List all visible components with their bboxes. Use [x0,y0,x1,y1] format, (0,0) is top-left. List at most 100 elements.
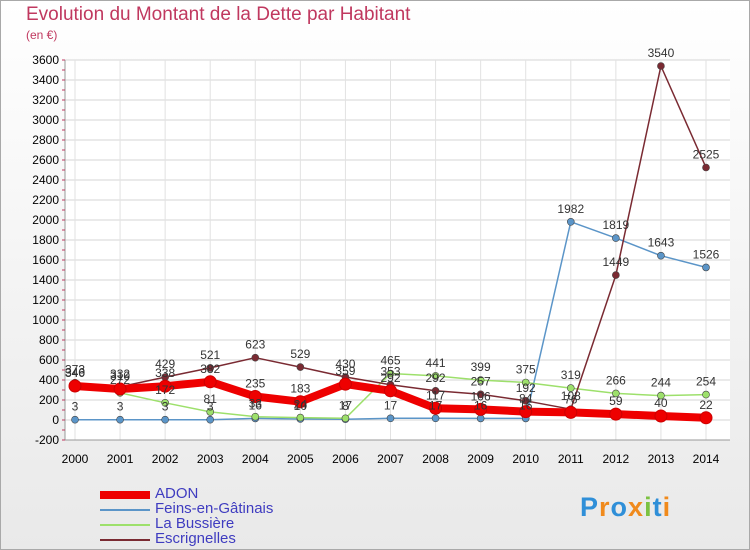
data-label: 16 [474,398,488,412]
y-tick-label: 1000 [32,313,59,327]
y-tick-label: 1400 [32,273,59,287]
data-label: 3 [207,400,214,414]
data-label: 108 [561,389,581,403]
data-label: 2525 [693,148,720,162]
data-label: 353 [380,365,400,379]
data-label: 623 [245,338,265,352]
data-point [474,402,488,416]
legend-label: Escrignelles [155,530,236,547]
x-tick-label: 2003 [197,452,224,466]
data-label: 24 [294,398,308,412]
data-label: 1982 [557,202,584,216]
data-label: 17 [429,398,443,412]
unit-label: (en €) [26,28,58,42]
data-point [521,378,530,387]
y-tick-label: 2000 [32,213,59,227]
data-point [203,375,217,389]
data-label: 1819 [603,218,630,232]
data-label: 266 [606,373,626,387]
data-label: 59 [609,394,623,408]
data-point [296,413,305,422]
data-label: 10 [294,399,308,413]
data-label: 346 [65,365,85,379]
data-label: 382 [200,362,220,376]
y-tick-label: 2600 [32,153,59,167]
data-label: 40 [654,396,668,410]
x-tick-label: 2004 [242,452,269,466]
data-label: 465 [380,354,400,368]
data-label: 429 [155,357,175,371]
y-tick-label: 1600 [32,253,59,267]
data-point [113,382,127,396]
data-point [116,415,124,424]
data-label: 235 [245,377,265,391]
y-tick-label: 3400 [32,73,59,87]
data-point [521,396,530,405]
data-point [612,234,620,242]
y-tick-label: 3200 [32,93,59,107]
y-tick-label: 3000 [32,113,59,127]
x-tick-label: 2009 [467,452,494,466]
x-tick-label: 2006 [332,452,359,466]
data-label: 192 [516,381,536,395]
y-tick-label: 2800 [32,133,59,147]
data-label: 106 [471,389,491,403]
legend-label: ADON [155,485,199,502]
x-tick-label: 2013 [648,452,675,466]
data-label: 244 [651,376,671,390]
y-tick-label: 2200 [32,193,59,207]
legend-label: La Bussière [155,515,235,532]
data-label: 183 [290,382,310,396]
legend-swatch [100,491,150,499]
data-label: 1643 [648,236,675,250]
y-tick-label: 3600 [32,53,59,67]
data-point [431,386,440,395]
data-point [158,379,172,393]
y-tick-label: 200 [39,393,59,407]
plot-area [65,60,730,440]
data-point [206,364,215,372]
x-tick-label: 2011 [558,452,584,466]
data-point [251,412,260,421]
data-point [612,271,620,279]
data-label: 272 [110,373,130,387]
x-tick-label: 2000 [62,452,89,466]
data-label: 16 [519,398,533,412]
data-point [431,372,440,380]
data-point [612,389,620,398]
x-tick-label: 2007 [377,452,404,466]
data-label: 84 [519,392,533,406]
data-point [341,414,350,423]
data-label: 33 [249,397,263,411]
logo-letter: o [610,492,629,522]
x-tick-label: 2002 [152,452,179,466]
y-tick-label: -200 [35,433,59,447]
data-point [71,415,79,424]
data-point [293,395,307,409]
logo-letter: r [599,492,611,522]
legend-swatch [100,509,150,511]
data-label: 292 [380,371,400,385]
logo-letter: i [644,492,653,522]
data-point [702,263,710,272]
data-point [206,415,215,424]
x-tick-label: 2014 [693,452,720,466]
data-label: 521 [200,348,220,362]
data-point [476,376,485,384]
data-point [566,384,575,392]
data-label: 117 [426,388,445,402]
data-point [657,391,665,400]
data-point [161,398,169,407]
data-point [566,218,575,226]
data-label: 254 [696,375,716,389]
data-point [564,405,578,419]
data-point [386,369,395,378]
data-label: 17 [339,398,353,412]
data-label: 172 [155,383,175,397]
data-label: 257 [471,374,491,388]
data-point [431,414,440,423]
y-tick-label: 1200 [32,293,59,307]
chart-title: Evolution du Montant de la Dette par Hab… [26,4,411,25]
data-point [296,363,305,371]
